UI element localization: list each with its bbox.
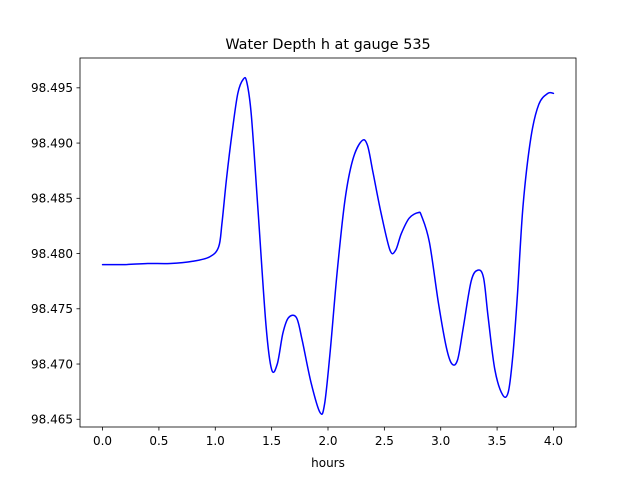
- series-line: [101, 76, 555, 415]
- x-tick-label: 0.5: [149, 434, 168, 448]
- y-tick-label: 98.465: [31, 413, 73, 427]
- x-tick-label: 2.0: [318, 434, 337, 448]
- x-tick-label: 3.0: [431, 434, 450, 448]
- y-tick-label: 98.495: [31, 81, 73, 95]
- x-tick-label: 0.0: [93, 434, 112, 448]
- x-tick-label: 1.0: [206, 434, 225, 448]
- x-tick-label: 2.5: [375, 434, 394, 448]
- chart-title: Water Depth h at gauge 535: [225, 37, 430, 53]
- x-tick-label: 1.5: [262, 434, 281, 448]
- x-tick-label: 3.5: [488, 434, 507, 448]
- plot-frame: [79, 57, 577, 428]
- y-tick-label: 98.485: [31, 192, 73, 206]
- y-tick-label: 98.480: [31, 247, 73, 261]
- x-tick-label: 4.0: [544, 434, 563, 448]
- y-axis-ticks: 98.465 98.470 98.475 98.480 98.485 98.490 98.4…: [31, 81, 80, 427]
- y-tick-label: 98.490: [31, 136, 73, 150]
- x-axis-label: hours: [311, 456, 345, 470]
- x-axis-ticks: 0.0 0.5 1.0 1.5 2.0 2.5 3.0 3.5 4.0: [93, 427, 563, 448]
- y-tick-label: 98.470: [31, 357, 73, 371]
- y-tick-label: 98.475: [31, 302, 73, 316]
